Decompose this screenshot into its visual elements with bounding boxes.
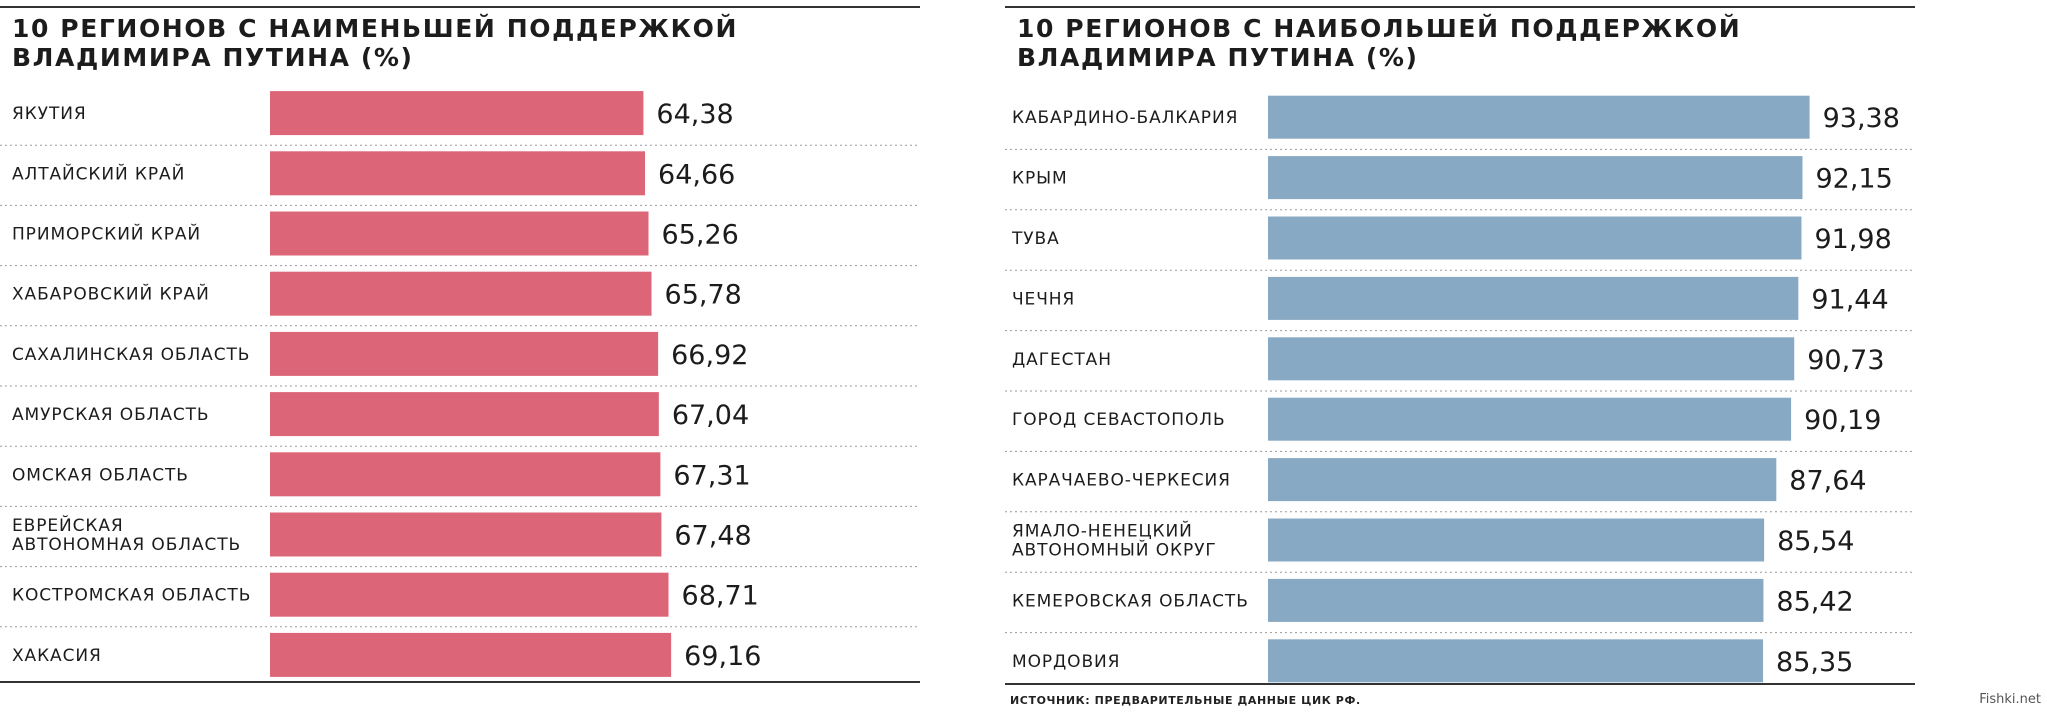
value-label: 66,92 xyxy=(671,340,748,371)
category-label: ПРИМОРСКИЙ КРАЙ xyxy=(12,223,201,245)
bar xyxy=(1268,216,1802,260)
value-label: 68,71 xyxy=(682,581,759,612)
bar xyxy=(1268,639,1764,683)
chart-title-line: 10 регионов с наименьшей поддержкой xyxy=(12,14,739,43)
bar xyxy=(270,211,649,256)
value-label: 92,15 xyxy=(1815,164,1892,195)
bottom-rule xyxy=(1005,683,1915,685)
category-label: АВТОНОМНАЯ ОБЛАСТЬ xyxy=(12,535,241,555)
category-label: КРЫМ xyxy=(1012,169,1068,189)
value-label: 65,26 xyxy=(662,220,739,251)
category-label: АМУРСКАЯ ОБЛАСТЬ xyxy=(12,405,209,425)
category-label: ГОРОД СЕВАСТОПОЛЬ xyxy=(1012,410,1226,430)
bar xyxy=(1268,276,1799,320)
bar xyxy=(1268,156,1803,200)
top-rule xyxy=(1005,6,1915,8)
bar xyxy=(270,91,644,136)
value-label: 67,48 xyxy=(674,521,751,552)
category-label: ТУВА xyxy=(1011,229,1060,249)
value-label: 64,38 xyxy=(656,99,733,130)
bottom-rule xyxy=(0,681,920,683)
value-label: 93,38 xyxy=(1823,103,1900,134)
category-label: ОМСКАЯ ОБЛАСТЬ xyxy=(12,465,189,485)
category-label: КАБАРДИНО-БАЛКАРИЯ xyxy=(1012,108,1238,128)
bar xyxy=(270,572,669,617)
bar xyxy=(1268,397,1792,441)
bar xyxy=(270,151,646,196)
chart-title-line: 10 регионов с наибольшей поддержкой xyxy=(1017,14,1742,43)
bar xyxy=(1268,578,1764,622)
value-label: 64,66 xyxy=(658,159,735,190)
bar xyxy=(270,632,672,677)
value-label: 69,16 xyxy=(684,641,761,672)
category-label: ЯКУТИЯ xyxy=(12,104,87,124)
source-note: ИСТОЧНИК: ПРЕДВАРИТЕЛЬНЫЕ ДАННЫЕ ЦИК РФ. xyxy=(1010,694,1361,707)
category-label: САХАЛИНСКАЯ ОБЛАСТЬ xyxy=(12,345,250,365)
bar xyxy=(270,271,652,316)
category-label: ХАБАРОВСКИЙ КРАЙ xyxy=(12,283,210,305)
value-label: 85,54 xyxy=(1777,526,1854,557)
bar xyxy=(1268,458,1777,502)
value-label: 90,73 xyxy=(1807,345,1884,376)
bar-chart-lowest: ЯКУТИЯ 64,38 АЛТАЙСКИЙ КРАЙ 64,66 ПРИМОРСКИЙ… xyxy=(0,91,920,677)
category-label: МОРДОВИЯ xyxy=(1012,652,1120,672)
bar xyxy=(1268,95,1810,139)
value-label: 67,04 xyxy=(672,400,749,431)
bar xyxy=(270,512,662,557)
category-label: КАРАЧАЕВО-ЧЕРКЕСИЯ xyxy=(1012,471,1231,491)
watermark: Fishki.net xyxy=(1979,692,2041,707)
category-label: КОСТРОМСКАЯ ОБЛАСТЬ xyxy=(12,586,251,606)
category-label: ДАГЕСТАН xyxy=(1012,350,1112,370)
chart-title-line: Владимира Путина (%) xyxy=(12,43,414,72)
bar xyxy=(270,452,661,497)
category-label: ЧЕЧНЯ xyxy=(1012,289,1075,309)
bar xyxy=(1268,518,1765,562)
category-label: АЛТАЙСКИЙ КРАЙ xyxy=(12,162,185,184)
value-label: 85,42 xyxy=(1776,586,1853,617)
category-label: ЯМАЛО-НЕНЕЦКИЙ xyxy=(1012,520,1193,542)
bar xyxy=(270,392,659,437)
bar xyxy=(1268,337,1795,381)
category-label: АВТОНОМНЫЙ ОКРУГ xyxy=(1012,539,1217,561)
chart-title: 10 регионов с наибольшей поддержкой Влад… xyxy=(1017,14,1915,72)
bar xyxy=(270,331,659,376)
value-label: 91,44 xyxy=(1811,284,1888,315)
chart-title: 10 регионов с наименьшей поддержкой Влад… xyxy=(12,14,920,72)
bar-chart-highest: КАБАРДИНО-БАЛКАРИЯ 93,38 КРЫМ 92,15 ТУВА 91,9… xyxy=(1005,95,1915,683)
value-label: 91,98 xyxy=(1814,224,1891,255)
category-label: ЕВРЕЙСКАЯ xyxy=(12,514,124,536)
value-label: 87,64 xyxy=(1789,466,1866,497)
value-label: 67,31 xyxy=(673,460,750,491)
top-rule xyxy=(0,6,920,8)
category-label: ХАКАСИЯ xyxy=(12,646,102,666)
chart-title-line: Владимира Путина (%) xyxy=(1017,43,1419,72)
category-label: КЕМЕРОВСКАЯ ОБЛАСТЬ xyxy=(1012,591,1249,611)
value-label: 85,35 xyxy=(1776,647,1853,678)
value-label: 90,19 xyxy=(1804,405,1881,436)
value-label: 65,78 xyxy=(665,280,742,311)
